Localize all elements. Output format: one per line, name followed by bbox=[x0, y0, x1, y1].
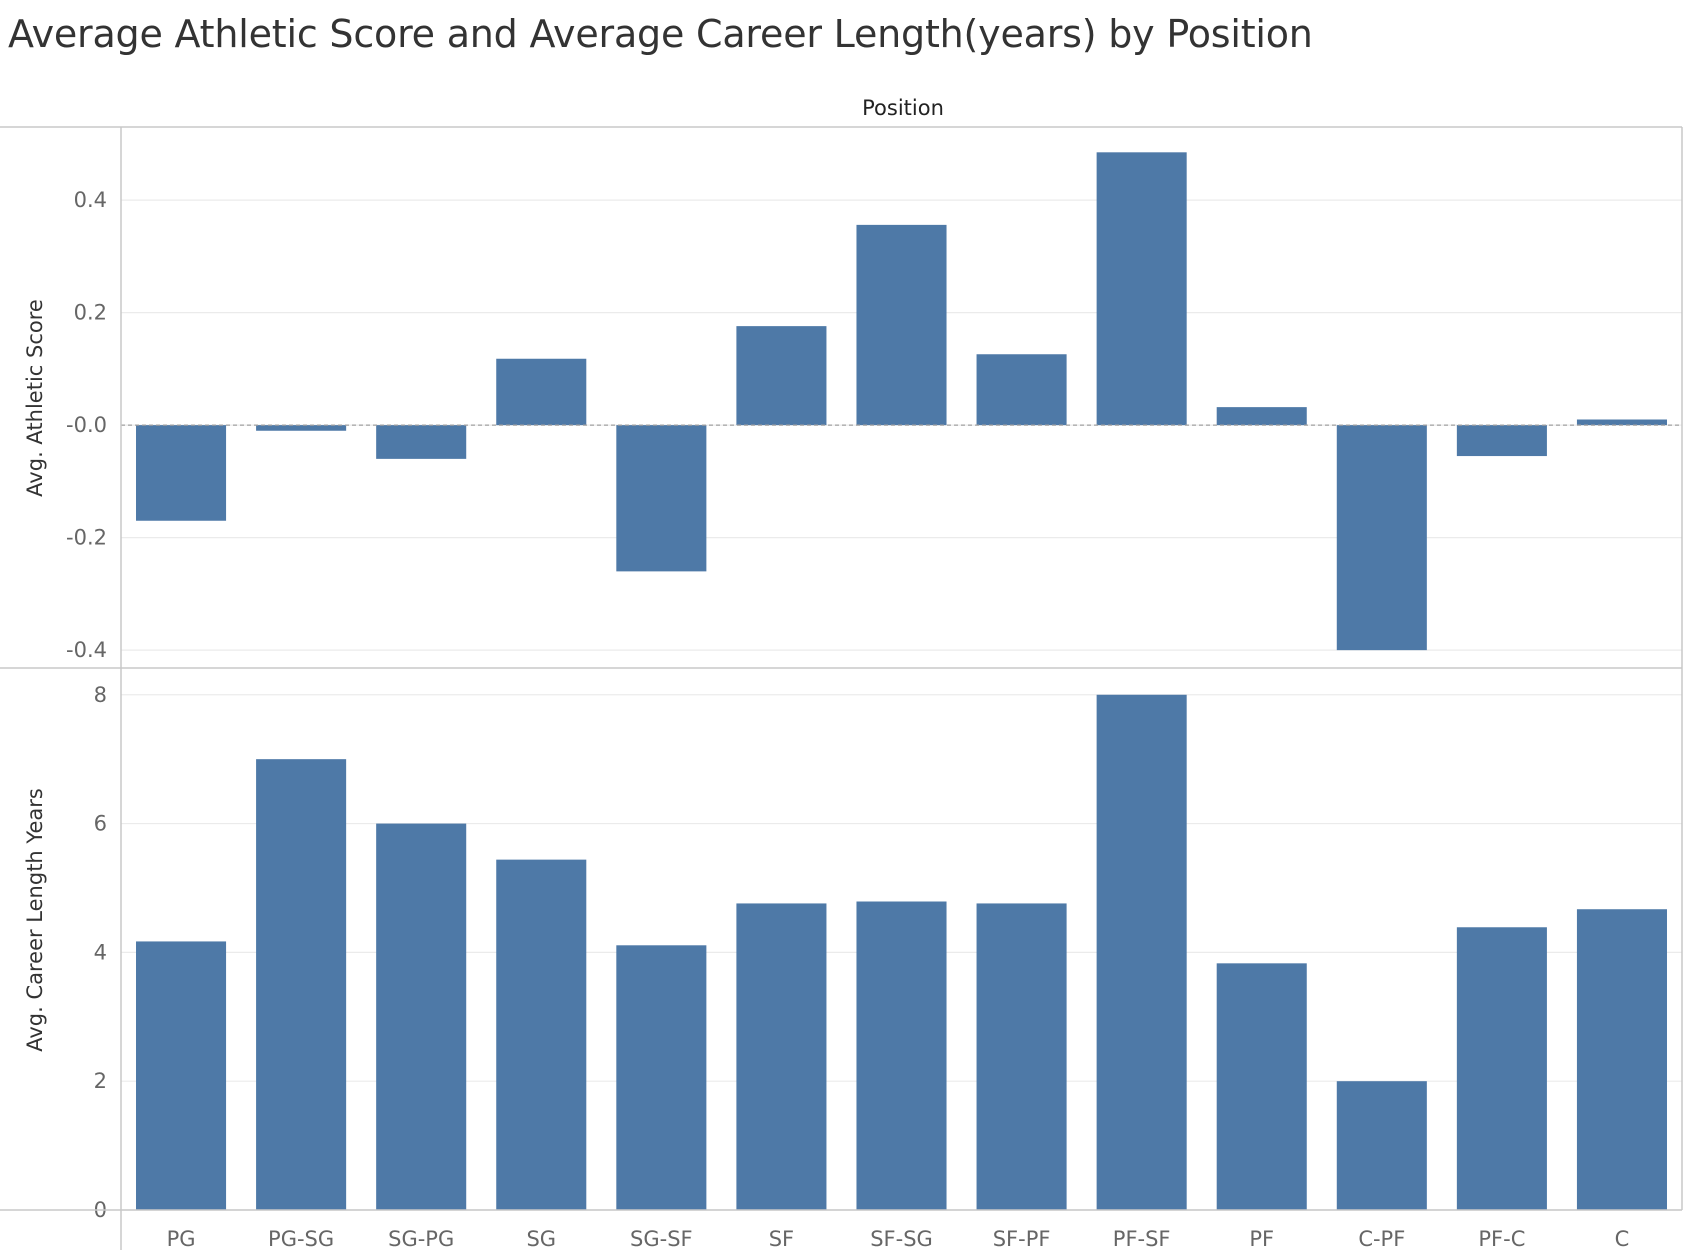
bar-sf-pf[interactable] bbox=[976, 903, 1067, 1210]
bar-c[interactable] bbox=[1576, 909, 1667, 1210]
bar-sg-sf[interactable] bbox=[616, 945, 707, 1210]
chart-title: Average Athletic Score and Average Caree… bbox=[8, 12, 1313, 56]
bar-pg-sg[interactable] bbox=[256, 759, 347, 1210]
bar-c[interactable] bbox=[1576, 419, 1667, 426]
bar-pf-c[interactable] bbox=[1456, 425, 1547, 457]
bar-c-pf[interactable] bbox=[1336, 1081, 1427, 1210]
x-tick-label: C-PF bbox=[1358, 1227, 1405, 1251]
x-axis: PG PG-SG SG-PG SG SG-SF SF SF-SG SF-PF PF-SF PF C-… bbox=[167, 1227, 1630, 1251]
x-tick-label: SF bbox=[769, 1227, 794, 1251]
bar-pg[interactable] bbox=[136, 425, 227, 521]
athletic-score-panel: 0.4 0.2 -0.0 -0.2 -0.4 Avg. Athletic Score bbox=[23, 152, 1682, 662]
x-tick-label: SG bbox=[526, 1227, 556, 1251]
bar-sf-pf[interactable] bbox=[976, 354, 1067, 426]
y-tick-label: 2 bbox=[94, 1069, 107, 1093]
y-tick-label: 0.2 bbox=[74, 301, 107, 325]
x-tick-label: PF bbox=[1249, 1227, 1274, 1251]
bar-pf[interactable] bbox=[1216, 963, 1307, 1210]
y-tick-label: 4 bbox=[94, 940, 107, 964]
bar-pg-sg[interactable] bbox=[256, 425, 347, 431]
x-tick-label: SG-PG bbox=[388, 1227, 454, 1251]
y-tick-label: -0.2 bbox=[66, 526, 107, 550]
chart-frame bbox=[0, 126, 1683, 1250]
x-tick-label: SG-SF bbox=[630, 1227, 693, 1251]
x-tick-label: PG-SG bbox=[268, 1227, 334, 1251]
x-tick-label: C bbox=[1615, 1227, 1630, 1251]
bar-sg[interactable] bbox=[496, 358, 587, 426]
bar-sg-pg[interactable] bbox=[376, 823, 467, 1210]
bar-pf-sf[interactable] bbox=[1096, 152, 1187, 426]
bar-pg[interactable] bbox=[136, 941, 227, 1210]
y-tick-label: -0.0 bbox=[66, 413, 107, 437]
bar-pf-sf[interactable] bbox=[1096, 694, 1187, 1210]
x-tick-label: PG bbox=[167, 1227, 196, 1251]
bar-sg[interactable] bbox=[496, 859, 587, 1210]
bar-pf-c[interactable] bbox=[1456, 927, 1547, 1210]
bar-sg-pg[interactable] bbox=[376, 425, 467, 459]
y-tick-label: 8 bbox=[94, 683, 107, 707]
x-tick-label: PF-C bbox=[1478, 1227, 1525, 1251]
bar-sf-sg[interactable] bbox=[856, 224, 947, 426]
y-tick-label: 0.4 bbox=[74, 188, 107, 212]
x-tick-label: PF-SF bbox=[1113, 1227, 1171, 1251]
bar-c-pf[interactable] bbox=[1336, 425, 1427, 651]
y-axis-title: Avg. Athletic Score bbox=[23, 299, 47, 497]
y-tick-label: -0.4 bbox=[66, 638, 107, 662]
x-tick-label: SF-PF bbox=[993, 1227, 1051, 1251]
x-tick-label: SF-SG bbox=[870, 1227, 933, 1251]
bar-sg-sf[interactable] bbox=[616, 425, 707, 572]
y-tick-label: 6 bbox=[94, 812, 107, 836]
bar-sf[interactable] bbox=[736, 326, 827, 426]
y-axis-title: Avg. Career Length Years bbox=[23, 788, 47, 1052]
bar-sf-sg[interactable] bbox=[856, 901, 947, 1210]
column-header: Position bbox=[862, 96, 944, 120]
bar-pf[interactable] bbox=[1216, 407, 1307, 426]
bar-sf[interactable] bbox=[736, 903, 827, 1210]
